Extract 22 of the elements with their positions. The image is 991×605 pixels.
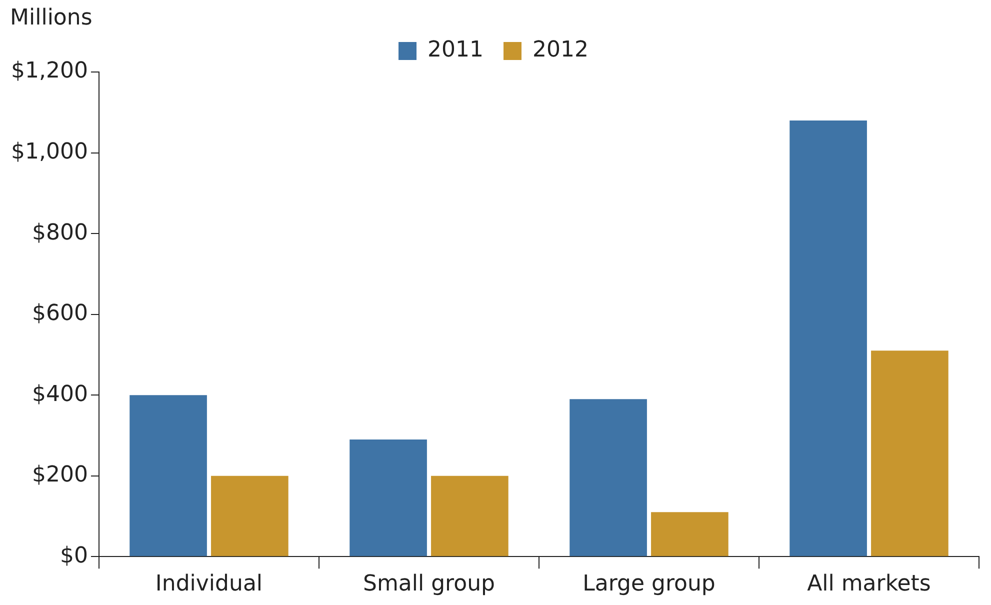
- x-tick-label: Small group: [362, 572, 495, 597]
- legend-label: 2012: [532, 38, 588, 63]
- x-tick-label: Large group: [582, 572, 716, 597]
- bar: [570, 399, 647, 556]
- y-tick-label: $1,000: [10, 139, 88, 164]
- bar: [350, 439, 427, 556]
- bar: [431, 476, 508, 556]
- legend-label: 2011: [428, 38, 484, 63]
- y-tick-label: $1,200: [10, 58, 88, 84]
- y-tick-label: $0: [60, 543, 88, 568]
- bar: [871, 350, 948, 556]
- bar: [651, 512, 728, 556]
- bar: [130, 395, 207, 556]
- y-tick-label: $400: [32, 382, 88, 407]
- y-tick-label: $800: [32, 220, 88, 246]
- y-tick-label: $600: [32, 301, 88, 326]
- bar: [790, 120, 867, 556]
- y-axis-title: Millions: [10, 6, 92, 31]
- x-tick-label: All markets: [807, 572, 931, 597]
- y-tick-label: $200: [32, 462, 88, 488]
- x-tick-label: Individual: [155, 572, 263, 597]
- bar: [211, 476, 288, 556]
